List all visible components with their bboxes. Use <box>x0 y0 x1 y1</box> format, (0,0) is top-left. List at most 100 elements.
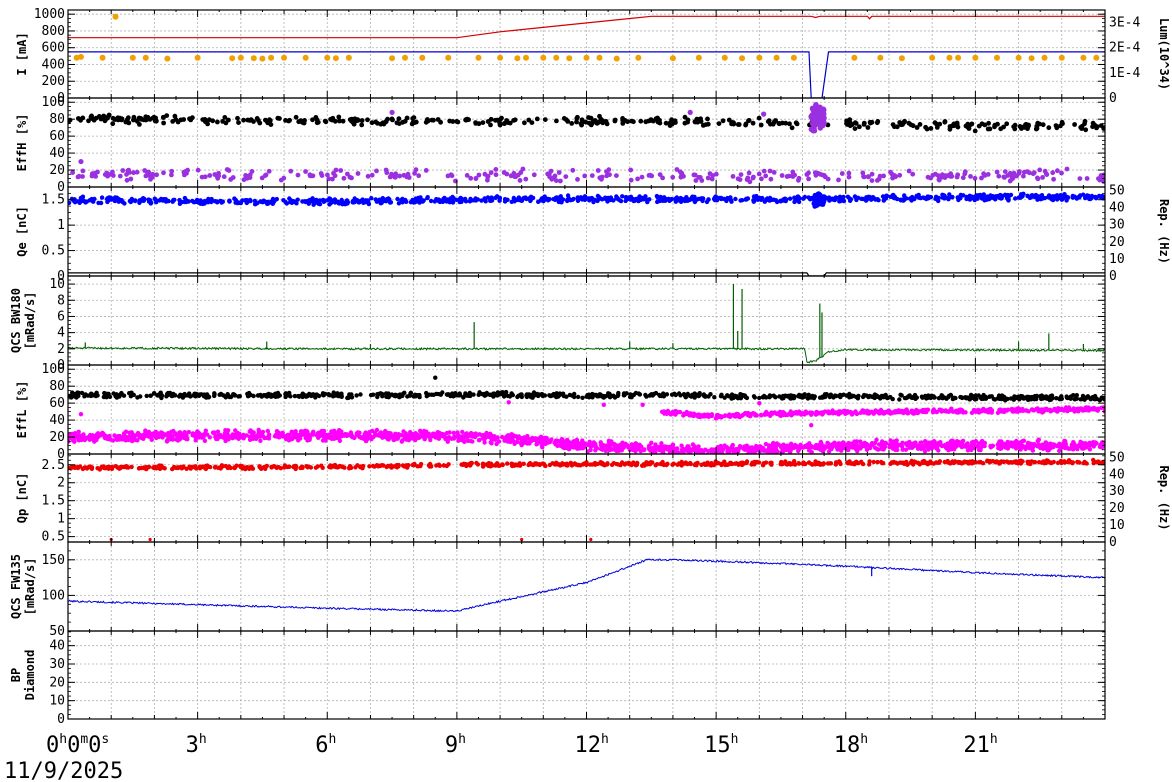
series-eff_h-1-point-33 <box>1001 174 1007 180</box>
series-current-2-point-26 <box>540 54 547 61</box>
series-eff_l-2-point-463 <box>892 410 897 415</box>
series-q_e-0-point-674 <box>475 197 480 202</box>
series-q_e-0-point-848 <box>793 196 799 201</box>
series-q_e-0-point-876 <box>663 198 668 203</box>
right-tick-label-current-2: 2E-4 <box>1109 41 1140 56</box>
series-eff_l-1-point-1317 <box>859 444 865 449</box>
series-q_e-0-point-830 <box>511 195 516 201</box>
series-eff_l-0-point-763 <box>650 393 655 398</box>
series-eff_l-1-point-1398 <box>749 445 755 450</box>
series-eff_l-1-point-527 <box>76 429 81 434</box>
series-q_e-0-point-792 <box>1021 191 1026 196</box>
series-q_e-0-point-894 <box>149 200 154 205</box>
series-eff_l-1-point-1242 <box>494 441 499 447</box>
series-eff_l-1-point-885 <box>903 447 909 452</box>
series-eff_l-1-point-1339 <box>210 430 216 435</box>
series-eff_l-2-point-468 <box>848 409 853 415</box>
series-eff_l-2-point-478 <box>841 410 847 415</box>
series-eff_l-0-point-586 <box>345 395 351 400</box>
series-q_e-0-point-720 <box>485 195 491 200</box>
series-eff_l-0-point-776 <box>996 393 1002 398</box>
series-q_e-1-point-57 <box>817 193 823 199</box>
series-eff_h-0-point-19 <box>783 120 789 126</box>
series-eff_h-1-point-289 <box>185 167 191 173</box>
series-q_e-0-point-739 <box>247 197 253 203</box>
series-q_e-0-point-711 <box>1077 195 1082 200</box>
series-eff_h-2-point-68 <box>817 104 823 111</box>
series-eff_l-1-point-1433 <box>661 444 667 450</box>
series-eff_l-0-point-616 <box>396 393 401 398</box>
series-eff_h-1-point-267 <box>846 170 852 176</box>
series-eff_l-0-point-774 <box>1057 397 1063 402</box>
series-eff_l-0-point-264 <box>95 393 100 398</box>
series-eff_h-0-point-149 <box>534 116 540 122</box>
series-eff_l-2-point-357 <box>815 410 820 415</box>
series-eff_h-0-point-395 <box>574 119 579 125</box>
series-eff_l-2-point-435 <box>683 411 688 416</box>
series-eff_h-1-point-201 <box>195 167 201 173</box>
series-eff_l-2-point-429 <box>677 409 683 415</box>
series-eff_l-0-point-780 <box>415 393 421 398</box>
series-eff_h-0-point-418 <box>574 116 580 121</box>
series-eff_l-2-point-333 <box>670 409 675 415</box>
series-eff_l-2-point-415 <box>943 408 948 414</box>
series-eff_l-0-point-663 <box>499 391 504 397</box>
series-eff_h-0-point-214 <box>787 121 792 127</box>
series-q_e-0-point-889 <box>643 194 648 199</box>
series-eff_h-1-point-258 <box>996 173 1002 179</box>
series-current-2-point-18 <box>389 55 396 62</box>
series-eff_h-0-point-349 <box>847 117 853 122</box>
series-eff_h-1-point-126 <box>318 171 324 176</box>
series-eff_l-1-point-1368 <box>533 436 538 441</box>
series-eff_h-0-point-231 <box>698 119 704 124</box>
series-q_e-0-point-850 <box>914 194 919 199</box>
series-q_e-0-point-730 <box>762 199 767 204</box>
series-eff_l-1-point-1152 <box>980 438 985 444</box>
series-q_e-0-point-828 <box>1065 195 1071 200</box>
y-tick-label-current-0: 0 <box>57 91 65 106</box>
series-q_e-2 <box>68 272 1105 276</box>
series-q_e-0-point-334 <box>787 196 793 201</box>
series-eff_l-1-point-1113 <box>598 440 603 445</box>
series-eff_l-1-point-1206 <box>395 435 401 440</box>
series-eff_h-1-point-296 <box>735 176 741 182</box>
series-eff_l-1-point-1563 <box>925 445 930 450</box>
series-eff_h-1-point-204 <box>355 171 361 176</box>
series-eff_l-0-point-792 <box>114 393 119 398</box>
right-label-current: Lum(10^34) <box>1157 18 1171 90</box>
y-tick-label-q_e-3: 1.5 <box>42 193 65 208</box>
series-eff_l-1-point-1564 <box>367 434 372 440</box>
series-eff_h-0-point-35 <box>310 117 315 123</box>
series-eff_l-0-point-91 <box>575 394 581 400</box>
series-eff_l-1-point-1571 <box>656 444 662 450</box>
series-eff_h-1-point-123 <box>604 173 610 179</box>
series-eff_h-1-point-120 <box>657 172 663 178</box>
series-eff_l-0-point-713 <box>218 391 223 397</box>
series-q_e-0-point-791 <box>127 198 133 204</box>
series-eff_h-0-point-401 <box>995 121 1000 127</box>
series-eff_l-0-point-484 <box>987 394 993 399</box>
series-eff_h-1-point-90 <box>979 175 984 181</box>
series-q_e-0-point-832 <box>553 195 559 200</box>
series-eff_l-1-point-452 <box>965 448 971 453</box>
series-eff_h-1-point-100 <box>705 175 711 181</box>
series-eff_h-1-point-115 <box>345 171 350 177</box>
series-q_e-0-point-883 <box>687 197 692 202</box>
series-eff_l-0-point-534 <box>245 391 250 397</box>
series-eff_l-1-point-1412 <box>573 442 578 447</box>
series-eff_h-1-point-119 <box>423 168 429 173</box>
series-eff_l-1-point-1084 <box>447 430 452 435</box>
series-q_e-0-point-286 <box>950 194 955 200</box>
series-eff_l-2-point-361 <box>1034 406 1039 412</box>
series-eff_h-0-point-275 <box>340 118 346 124</box>
series-eff_h-0-point-345 <box>1033 126 1039 132</box>
series-eff_l-4-point-1 <box>506 400 511 405</box>
series-eff_l-0-point-554 <box>320 391 326 396</box>
series-eff_l-1-point-1464 <box>766 443 772 448</box>
series-q_e-0-point-785 <box>153 197 159 203</box>
series-eff_l-2-point-442 <box>775 411 780 416</box>
series-eff_l-1-point-1597 <box>1099 444 1104 449</box>
series-eff_h-1-point-185 <box>761 168 767 174</box>
